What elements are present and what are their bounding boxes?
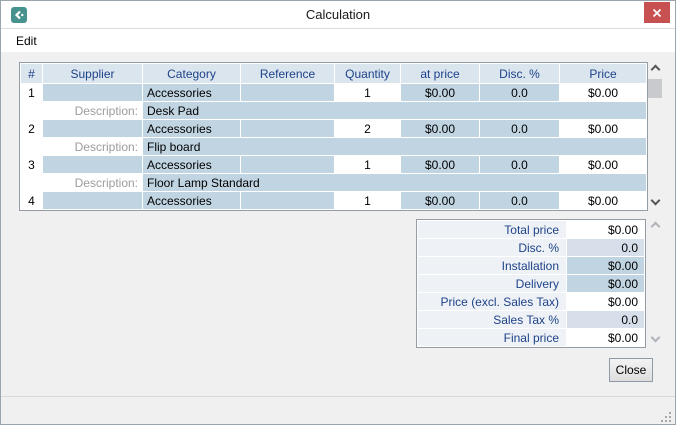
scroll-down-icon[interactable]: [651, 198, 659, 206]
table-row: 2 Accessories 2 $0.00 0.0 $0.00: [21, 120, 646, 137]
cell-reference: [241, 192, 334, 209]
cell-disc-percent: 0.0: [480, 84, 559, 101]
summary-body: Total price $0.00 Disc. % 0.0 Installati…: [418, 221, 644, 346]
summary-row: Disc. % 0.0: [418, 239, 644, 256]
cell-reference: [241, 84, 334, 101]
column-header[interactable]: Price: [560, 64, 646, 83]
column-header[interactable]: Reference: [241, 64, 334, 83]
cell-price[interactable]: $0.00: [560, 156, 646, 173]
cell-category: Accessories: [143, 192, 240, 209]
window-close-button[interactable]: [644, 2, 670, 23]
description-row: Description: Desk Pad: [21, 102, 646, 119]
window-title: Calculation: [305, 7, 371, 22]
description-value: Desk Pad: [143, 102, 646, 119]
cell-at-price: $0.00: [401, 156, 479, 173]
line-items-table: # Supplier Category Reference Quantity at pri…: [19, 62, 648, 211]
summary-scroll-up-icon[interactable]: [651, 222, 659, 230]
column-header[interactable]: at price: [401, 64, 479, 83]
summary-label: Final price: [418, 329, 566, 346]
statusbar: [1, 396, 675, 424]
cell-reference: [241, 120, 334, 137]
column-header[interactable]: #: [21, 64, 42, 83]
close-icon: [652, 8, 662, 17]
app-back-icon: [11, 7, 27, 23]
cell-supplier: [43, 120, 142, 137]
scrollbar-thumb[interactable]: [648, 79, 662, 98]
summary-row: Delivery $0.00: [418, 275, 644, 292]
scroll-up-icon[interactable]: [651, 65, 659, 73]
cell-row-number: 4: [21, 192, 42, 209]
table-row: 4 Accessories 1 $0.00 0.0 $0.00: [21, 192, 646, 209]
description-value: Floor Lamp Standard: [143, 174, 646, 191]
close-button[interactable]: Close: [609, 358, 653, 382]
summary-value[interactable]: $0.00: [567, 293, 644, 310]
description-value: Flip board: [143, 138, 646, 155]
dialog-content: # Supplier Category Reference Quantity at pri…: [1, 52, 675, 396]
cell-category: Accessories: [143, 120, 240, 137]
summary-value: 0.0: [567, 311, 644, 328]
cell-supplier: [43, 192, 142, 209]
cell-quantity[interactable]: 1: [335, 192, 400, 209]
summary-table: Total price $0.00 Disc. % 0.0 Installati…: [416, 219, 646, 348]
cell-price[interactable]: $0.00: [560, 120, 646, 137]
cell-category: Accessories: [143, 84, 240, 101]
column-header[interactable]: Disc. %: [480, 64, 559, 83]
menu-edit[interactable]: Edit: [16, 33, 37, 48]
summary-value: $0.00: [567, 275, 644, 292]
summary-label: Disc. %: [418, 239, 566, 256]
items-scrollbar[interactable]: [648, 62, 662, 209]
summary-row: Installation $0.00: [418, 257, 644, 274]
cell-row-number: 1: [21, 84, 42, 101]
cell-at-price: $0.00: [401, 84, 479, 101]
summary-label: Sales Tax %: [418, 311, 566, 328]
cell-supplier: [43, 156, 142, 173]
cell-supplier: [43, 84, 142, 101]
description-row: Description: Floor Lamp Standard: [21, 174, 646, 191]
cell-row-number: 3: [21, 156, 42, 173]
summary-value: 0.0: [567, 239, 644, 256]
cell-quantity[interactable]: 1: [335, 156, 400, 173]
cell-row-number: 2: [21, 120, 42, 137]
summary-row: Total price $0.00: [418, 221, 644, 238]
summary-label: Installation: [418, 257, 566, 274]
cell-quantity[interactable]: 2: [335, 120, 400, 137]
column-header[interactable]: Supplier: [43, 64, 142, 83]
titlebar: Calculation: [1, 1, 675, 29]
table-row: 3 Accessories 1 $0.00 0.0 $0.00: [21, 156, 646, 173]
column-header[interactable]: Quantity: [335, 64, 400, 83]
resize-grip[interactable]: [661, 412, 663, 414]
summary-row: Final price $0.00: [418, 329, 644, 346]
cell-reference: [241, 156, 334, 173]
summary-scrollbar[interactable]: [648, 219, 662, 346]
summary-scroll-down-icon[interactable]: [651, 335, 659, 343]
line-items-body: 1 Accessories 1 $0.00 0.0 $0.00 Descript…: [21, 84, 646, 209]
description-label: Description:: [21, 138, 142, 155]
cell-at-price: $0.00: [401, 192, 479, 209]
summary-value[interactable]: $0.00: [567, 329, 644, 346]
cell-disc-percent: 0.0: [480, 192, 559, 209]
cell-disc-percent: 0.0: [480, 156, 559, 173]
summary-row: Price (excl. Sales Tax) $0.00: [418, 293, 644, 310]
cell-quantity[interactable]: 1: [335, 84, 400, 101]
cell-at-price: $0.00: [401, 120, 479, 137]
table-header-row: # Supplier Category Reference Quantity at pri…: [21, 64, 646, 83]
summary-row: Sales Tax % 0.0: [418, 311, 644, 328]
column-header[interactable]: Category: [143, 64, 240, 83]
summary-label: Total price: [418, 221, 566, 238]
description-row: Description: Flip board: [21, 138, 646, 155]
description-label: Description:: [21, 102, 142, 119]
cell-price[interactable]: $0.00: [560, 192, 646, 209]
cell-price[interactable]: $0.00: [560, 84, 646, 101]
table-row: 1 Accessories 1 $0.00 0.0 $0.00: [21, 84, 646, 101]
summary-label: Delivery: [418, 275, 566, 292]
summary-label: Price (excl. Sales Tax): [418, 293, 566, 310]
summary-value[interactable]: $0.00: [567, 221, 644, 238]
menubar: Edit: [1, 29, 675, 52]
cell-disc-percent: 0.0: [480, 120, 559, 137]
description-label: Description:: [21, 174, 142, 191]
summary-value: $0.00: [567, 257, 644, 274]
cell-category: Accessories: [143, 156, 240, 173]
